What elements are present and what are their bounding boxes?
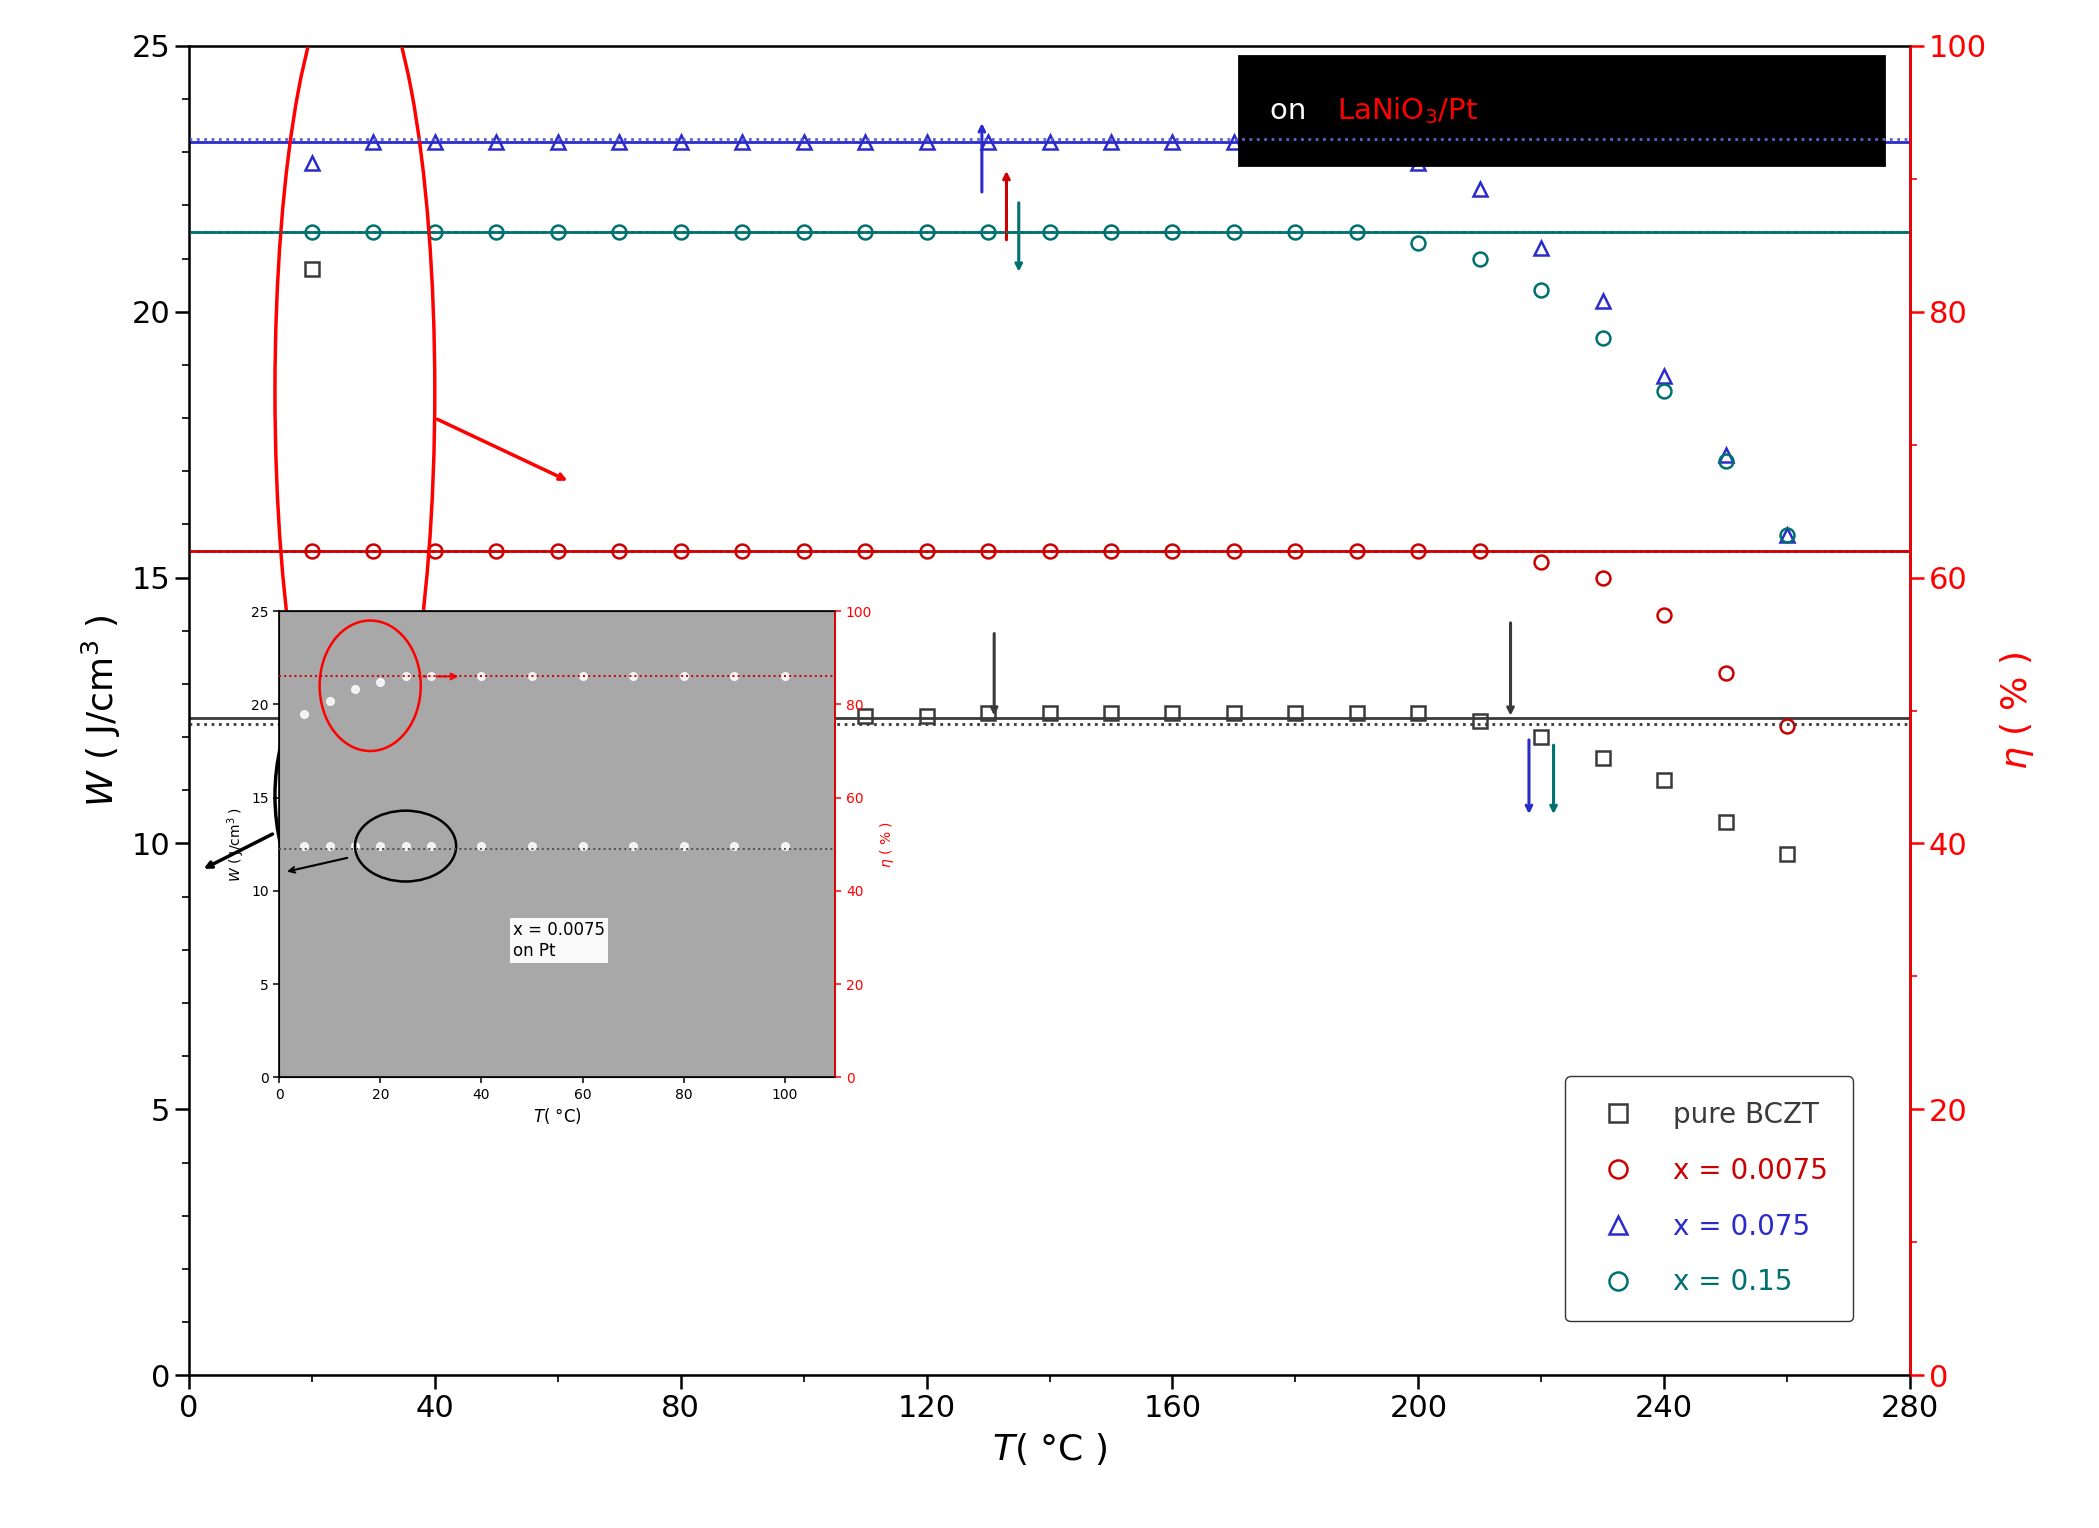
Y-axis label: $\eta$ ( % ): $\eta$ ( % ) [1998,651,2036,770]
Y-axis label: $\eta$ ( % ): $\eta$ ( % ) [877,821,896,868]
Legend: pure BCZT, x = 0.0075, x = 0.075, x = 0.15: pure BCZT, x = 0.0075, x = 0.075, x = 0.… [1566,1076,1853,1322]
Y-axis label: $\mathit{W}$ ( J/cm$^3$ ): $\mathit{W}$ ( J/cm$^3$ ) [80,614,124,807]
Text: LaNiO$_3$/Pt: LaNiO$_3$/Pt [1337,96,1478,127]
X-axis label: $\mathit{T}$( °C ): $\mathit{T}$( °C ) [993,1432,1106,1467]
X-axis label: $\mathit{T}$( °C): $\mathit{T}$( °C) [533,1106,581,1126]
Text: on: on [1270,96,1316,125]
FancyBboxPatch shape [1238,57,1885,165]
Text: x = 0.0075
on Pt: x = 0.0075 on Pt [512,921,605,960]
Y-axis label: $\mathit{W}$ ( J/cm$^3$ ): $\mathit{W}$ ( J/cm$^3$ ) [225,807,248,882]
